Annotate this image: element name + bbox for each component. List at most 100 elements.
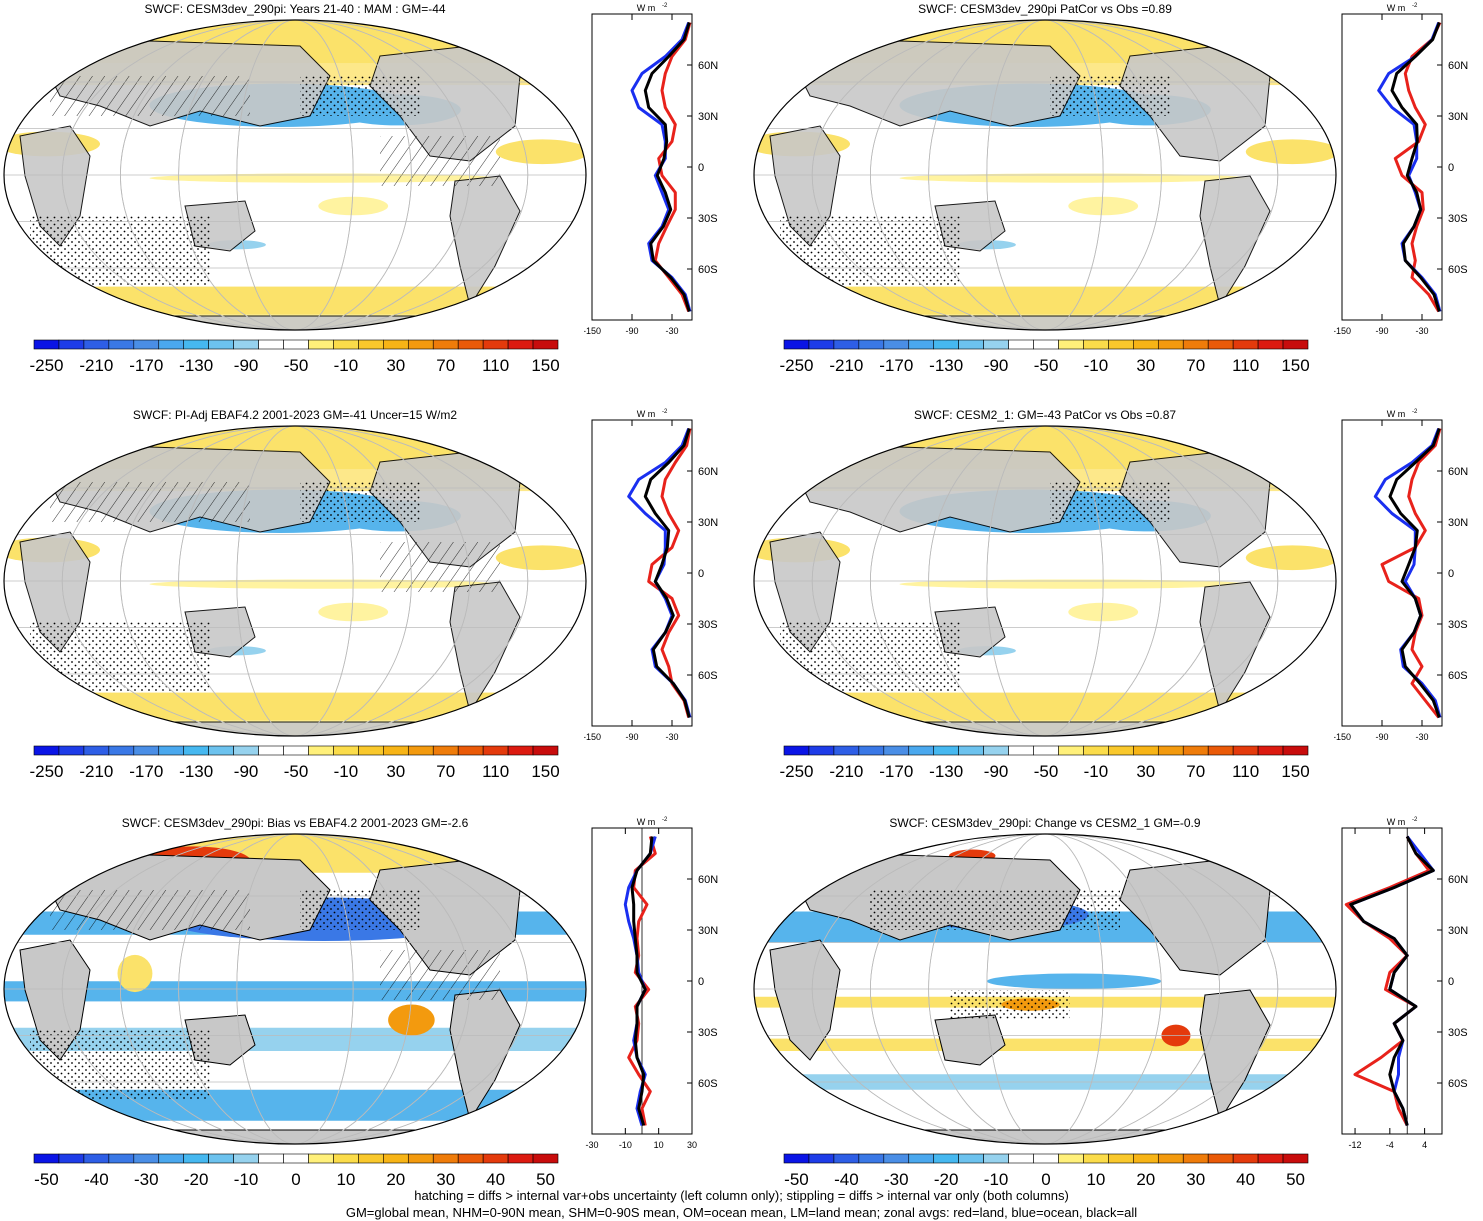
colorbar-swatch — [283, 745, 309, 756]
colorbar-swatch — [1282, 745, 1309, 756]
colorbar-swatch — [83, 339, 110, 350]
colorbar-swatch — [507, 339, 534, 350]
colorbar-swatch — [33, 339, 60, 350]
map-border — [753, 833, 1337, 1145]
longitude-line — [811, 426, 1279, 736]
colorbar-tick-label: -130 — [929, 762, 963, 781]
stippling-region — [1050, 76, 1170, 116]
lat-tick-label: 30N — [1448, 111, 1468, 123]
colorbar-tick-label: 30 — [436, 1170, 455, 1189]
x-tick-label: -90 — [1375, 732, 1388, 742]
longitude-line — [928, 20, 1162, 330]
colorbar-tick-label: -130 — [179, 356, 213, 375]
lat-tick-label: 30S — [1448, 213, 1468, 225]
south-america-land — [1199, 581, 1271, 714]
zonal-mean-plot: W m -2 -150 -90 -30 60N 30N 0 30S 60S — [584, 3, 718, 336]
longitude-line — [986, 426, 1104, 736]
colorbar-swatch — [1008, 1153, 1034, 1164]
zonal-units-label: W m — [1387, 817, 1406, 827]
longitude-line — [178, 834, 412, 1144]
colorbar-swatch — [308, 745, 334, 756]
x-tick-label: -30 — [665, 732, 678, 742]
lat-tick-label: 60N — [1448, 60, 1468, 72]
south-america-land — [449, 581, 521, 714]
colorbar: -50 -40 -30 -20 -10 0 10 20 30 40 50 — [783, 1153, 1309, 1189]
antarctica-land — [754, 1129, 1336, 1144]
zonal-mean-plot: W m -2 -12 -4 4 60N 30N 0 30S 60S — [1341, 817, 1468, 1150]
x-tick-label: -90 — [625, 326, 638, 336]
colorbar-swatch — [1182, 1153, 1209, 1164]
colorbar-swatch — [1008, 745, 1034, 756]
zonal-units-exponent: -2 — [1412, 3, 1418, 9]
longitude-line — [119, 426, 471, 736]
colorbar-tick-label: -10 — [234, 1170, 259, 1189]
lat-tick-label: 0 — [1448, 568, 1454, 580]
colorbar-swatch — [482, 1153, 509, 1164]
colorbar-swatch — [1157, 745, 1184, 756]
x-tick-label: -30 — [665, 326, 678, 336]
colorbar-swatch — [983, 339, 1009, 350]
colorbar-swatch — [233, 745, 259, 756]
colorbar-swatch — [958, 339, 984, 350]
colorbar-tick-label: -10 — [1084, 762, 1109, 781]
x-tick-label: -12 — [1349, 1140, 1362, 1150]
south-pacific-region — [318, 196, 389, 216]
colorbar-tick-label: -30 — [134, 1170, 159, 1189]
colorbar-swatch — [1232, 745, 1259, 756]
colorbar-swatch — [507, 745, 534, 756]
x-tick-label: -150 — [584, 732, 601, 742]
colorbar-swatch — [208, 1153, 234, 1164]
colorbar-swatch — [1058, 339, 1084, 350]
colorbar-swatch — [432, 339, 459, 350]
hatching-region — [380, 136, 500, 186]
colorbar-tick-label: -170 — [129, 762, 163, 781]
colorbar-swatch — [1108, 745, 1134, 756]
lat-tick-label: 30S — [1448, 1027, 1468, 1039]
longitude-line — [869, 20, 1221, 330]
colorbar-swatch — [783, 339, 810, 350]
colorbar-tick-label: 10 — [336, 1170, 355, 1189]
colorbar-tick-label: -250 — [29, 356, 63, 375]
longitude-line — [986, 834, 1104, 1144]
colorbar-swatch — [1033, 339, 1059, 350]
global-map — [3, 833, 587, 1145]
southern-ocean-band — [4, 692, 586, 721]
stippling-region — [30, 1030, 210, 1100]
graticule — [4, 426, 586, 736]
lat-tick-label: 60S — [1448, 264, 1468, 276]
southern-ocean-band — [754, 692, 1336, 721]
stippling-region — [300, 890, 420, 930]
colorbar-swatch — [482, 339, 509, 350]
south-america-land — [449, 175, 521, 308]
hatching-region — [50, 482, 250, 522]
colorbar-tick-label: -170 — [879, 762, 913, 781]
longitude-line — [986, 20, 1104, 330]
longitude-line — [61, 20, 529, 330]
colorbar-swatch — [383, 339, 409, 350]
longitude-line — [811, 20, 1279, 330]
colorbar-swatch — [1133, 1153, 1159, 1164]
colorbar-tick-label: 70 — [436, 762, 455, 781]
colorbar-swatch — [33, 1153, 60, 1164]
colorbar-swatch — [1232, 1153, 1259, 1164]
lat-tick-label: 30N — [1448, 517, 1468, 529]
map-border — [3, 425, 587, 737]
colorbar-swatch — [1282, 339, 1309, 350]
colorbar-swatch — [1083, 1153, 1109, 1164]
global-map — [3, 425, 587, 737]
zonal-units-label: W m — [1387, 409, 1406, 419]
lat-tick-label: 60N — [698, 60, 718, 72]
colorbar-swatch — [1257, 1153, 1284, 1164]
east-atlantic-region — [1245, 545, 1336, 571]
zonal-units-exponent: -2 — [662, 817, 668, 823]
colorbar-swatch — [933, 745, 959, 756]
colorbar-swatch — [958, 1153, 984, 1164]
colorbar-swatch — [1108, 1153, 1134, 1164]
colorbar-tick-label: -90 — [234, 356, 259, 375]
lat-tick-label: 60N — [698, 466, 718, 478]
colorbar-tick-label: -40 — [84, 1170, 109, 1189]
colorbar-swatch — [858, 339, 885, 350]
colorbar-swatch — [158, 339, 185, 350]
lat-tick-label: 60S — [698, 264, 718, 276]
zonal-units-exponent: -2 — [662, 3, 668, 9]
